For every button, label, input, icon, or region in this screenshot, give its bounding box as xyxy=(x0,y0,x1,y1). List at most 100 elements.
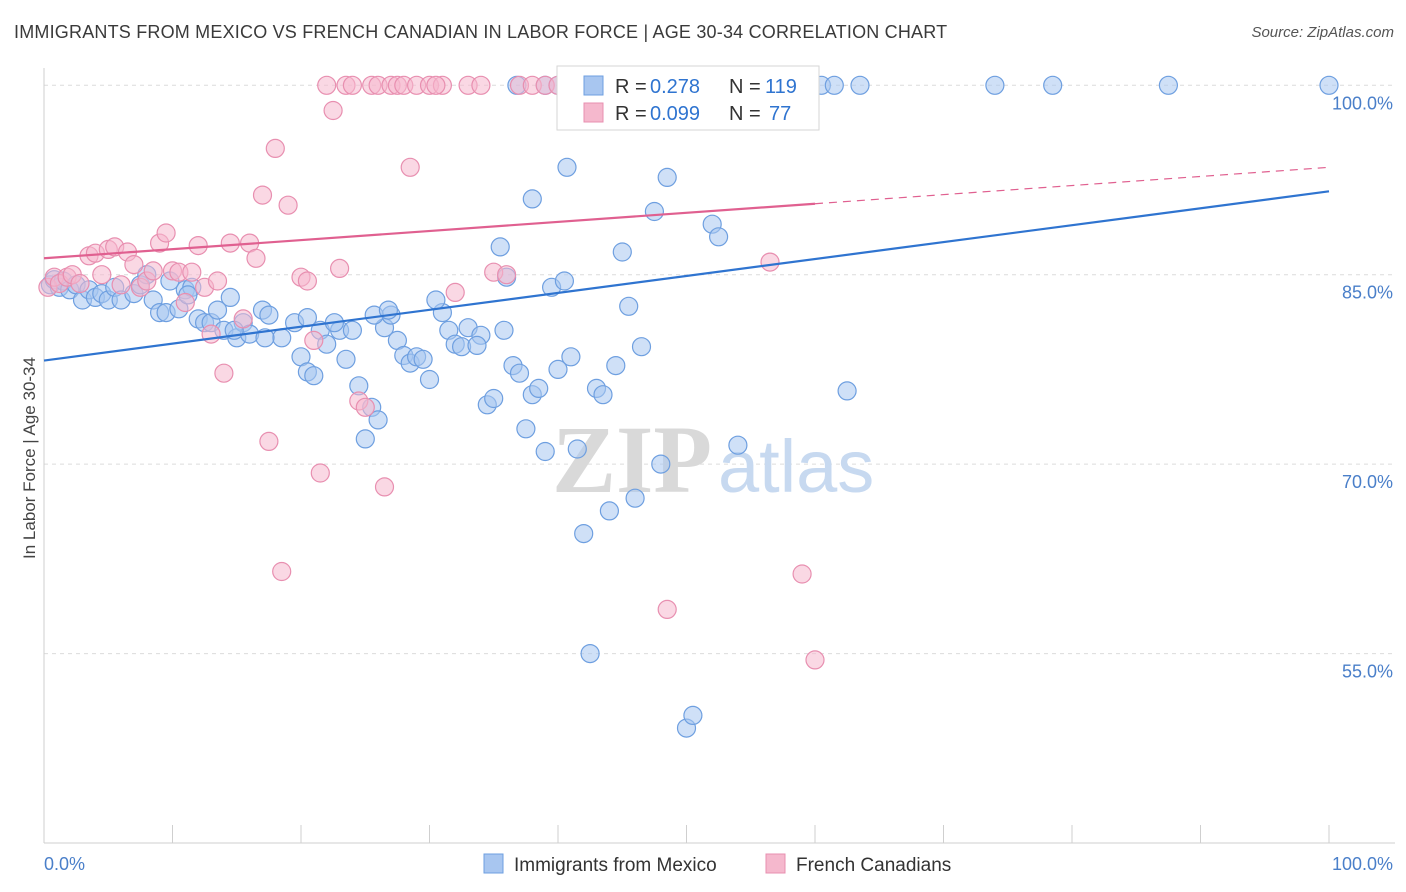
mexico-point-85 xyxy=(631,337,652,357)
french-canadian-point-41 xyxy=(317,75,337,95)
y-tick-label-1: 85.0% xyxy=(1342,283,1393,303)
mexico-point-66 xyxy=(509,363,530,383)
french-canadian-point-28 xyxy=(220,233,240,253)
watermark: ZIP atlas xyxy=(552,406,874,513)
source-credit: Source: ZipAtlas.com xyxy=(1251,24,1394,41)
mexico-point-33 xyxy=(272,328,292,348)
mexico-point-46 xyxy=(368,410,388,430)
mexico-point-116 xyxy=(557,157,577,177)
bottom-legend: Immigrants from Mexico French Canadians xyxy=(483,853,951,876)
stats-r-value-mexico: 0.278 xyxy=(650,76,700,98)
mexico-point-75 xyxy=(567,439,587,459)
mexico-point-73 xyxy=(554,271,575,291)
french-canadian-point-43 xyxy=(330,258,350,278)
french-canadian-point-34 xyxy=(265,138,285,158)
mexico-point-54 xyxy=(419,369,440,390)
mexico-point-71 xyxy=(535,441,555,462)
mexico-point-124 xyxy=(426,290,446,310)
mexico-point-32 xyxy=(259,305,279,325)
mexico-point-82 xyxy=(612,242,632,262)
french-canadian-point-38 xyxy=(297,271,317,291)
mexico-point-76 xyxy=(574,523,594,544)
french-canadian-point-47 xyxy=(355,397,375,417)
mexico-point-41 xyxy=(336,349,356,369)
french-canadian-point-18 xyxy=(156,223,176,243)
mexico-point-104 xyxy=(1158,75,1179,95)
stats-swatch-french-canadian xyxy=(583,102,604,123)
legend-label-mexico: Immigrants from Mexico xyxy=(514,855,717,876)
french-canadian-point-40 xyxy=(310,463,330,483)
mexico-point-95 xyxy=(728,435,748,455)
french-canadian-point-60 xyxy=(471,75,491,95)
mexico-point-42 xyxy=(342,320,362,340)
mexico-point-93 xyxy=(708,227,729,247)
french-canadian-point-22 xyxy=(182,262,202,282)
stats-r-label-french-canadian: R = xyxy=(615,103,647,125)
stats-n-value-mexico: 119 xyxy=(765,76,797,98)
mexico-point-86 xyxy=(644,201,665,222)
stats-n-value-french-canadian: 77 xyxy=(769,103,791,125)
trend-line-french-canadian xyxy=(43,202,816,260)
mexico-point-67 xyxy=(516,419,536,439)
mexico-point-62 xyxy=(484,388,504,409)
french-canadian-point-8 xyxy=(92,265,112,285)
mexico-point-87 xyxy=(651,454,671,474)
mexico-point-80 xyxy=(599,501,620,521)
trend-lines xyxy=(43,166,1330,362)
stats-n-label-mexico: N = xyxy=(729,76,761,98)
mexico-point-74 xyxy=(561,347,581,367)
french-canadian-point-16 xyxy=(143,261,163,281)
french-canadian-point-31 xyxy=(246,248,266,268)
stats-r-label-mexico: R = xyxy=(615,76,647,98)
french-canadian-point-32 xyxy=(252,185,273,205)
french-canadian-point-26 xyxy=(207,271,228,291)
mexico-point-103 xyxy=(1043,75,1063,95)
french-canadian-point-33 xyxy=(259,431,279,451)
trend-line-french-canadian-extension xyxy=(814,166,1330,205)
mexico-point-117 xyxy=(522,189,542,209)
french-canadian-point-54 xyxy=(400,157,420,177)
mexico-point-44 xyxy=(355,429,375,449)
mexico-point-100 xyxy=(824,75,844,95)
french-canadian-point-35 xyxy=(272,561,292,582)
mexico-point-101 xyxy=(837,381,857,401)
x-tick-label-min: 0.0% xyxy=(44,854,85,874)
mexico-point-63 xyxy=(490,237,510,257)
mexico-point-81 xyxy=(606,356,626,376)
y-tick-label-0: 100.0% xyxy=(1332,93,1393,113)
mexico-point-69 xyxy=(529,378,549,398)
mexico-point-72 xyxy=(548,359,568,379)
mexico-point-83 xyxy=(619,296,639,316)
french-canadian-point-72 xyxy=(760,252,780,272)
legend-label-french-canadian: French Canadians xyxy=(796,855,951,876)
stats-legend: R = 0.278 N = 119 R = 0.099 N = 77 xyxy=(556,65,820,131)
mexico-point-118 xyxy=(297,308,317,328)
legend-swatch-mexico xyxy=(483,853,504,874)
french-canadian-point-11 xyxy=(111,275,131,295)
french-canadian-point-50 xyxy=(374,477,395,497)
legend-swatch-french-canadian xyxy=(765,853,786,874)
mexico-point-102 xyxy=(985,75,1005,95)
mexico-point-53 xyxy=(413,349,433,369)
french-canadian-point-21 xyxy=(175,292,195,313)
y-axis-label: In Labor Force | Age 30-34 xyxy=(20,357,39,559)
french-canadian-point-23 xyxy=(188,236,208,256)
stats-swatch-mexico xyxy=(583,75,604,96)
french-canadian-point-74 xyxy=(792,564,812,584)
french-canadian-point-75 xyxy=(805,650,825,670)
mexico-point-88 xyxy=(657,167,677,187)
y-tick-label-3: 55.0% xyxy=(1342,662,1393,682)
french-canadian-point-62 xyxy=(497,265,517,285)
french-canadian-point-13 xyxy=(124,255,144,275)
french-canadian-point-27 xyxy=(214,363,234,383)
mexico-point-120 xyxy=(255,328,275,348)
stats-r-value-french-canadian: 0.099 xyxy=(650,103,700,125)
french-canadian-point-71 xyxy=(657,599,677,620)
french-canadian-point-39 xyxy=(304,330,324,350)
mexico-point-38 xyxy=(304,366,324,386)
french-canadian-point-58 xyxy=(445,282,465,302)
mexico-point-77 xyxy=(580,643,600,664)
mexico-point-125 xyxy=(494,320,514,340)
mexico-point-105 xyxy=(1319,75,1339,95)
tick-labels: 100.0% 85.0% 70.0% 55.0% 0.0% 100.0% xyxy=(44,93,1393,874)
